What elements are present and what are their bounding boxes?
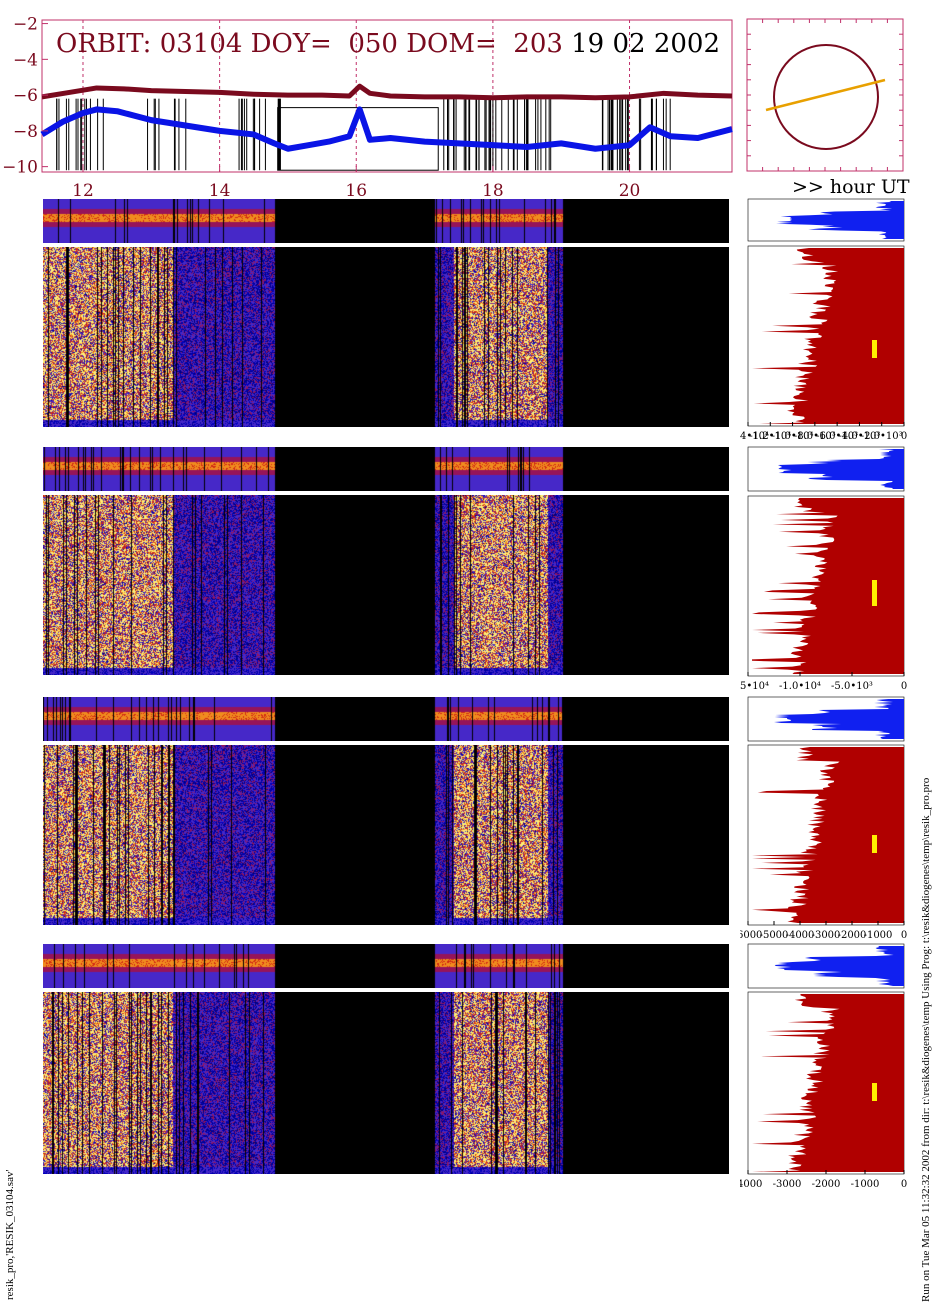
hist-tick-label: -2.0•10³ xyxy=(861,431,903,442)
spectrogram-strip xyxy=(43,447,729,491)
x-tick-label: 12 xyxy=(72,181,94,200)
hist-tick-label: -1.0•10⁴ xyxy=(772,431,814,442)
orbit-track xyxy=(765,78,886,112)
x-tick-label: 20 xyxy=(619,181,641,200)
x-tick-label: 18 xyxy=(482,181,504,200)
spectrogram-main xyxy=(43,247,729,427)
hist-tick-label: -1.2•10⁴ xyxy=(749,431,791,442)
series-line-blue xyxy=(40,106,733,152)
hour-ut-caption: >> hour UT xyxy=(792,176,910,198)
hist-tick-label: -4000 xyxy=(786,930,815,941)
spectrogram-strip xyxy=(43,199,729,243)
spectrogram-main xyxy=(43,495,729,675)
hist-tick-label: -3000 xyxy=(773,1179,802,1190)
x-tick-label: 14 xyxy=(209,181,231,200)
y-tick-label: −10 xyxy=(2,158,38,178)
hist-tick-label: -1.5•10⁴ xyxy=(740,681,769,692)
hist-tick-label: -6000 xyxy=(740,930,762,941)
date-label: 19 02 2002 xyxy=(571,29,720,59)
range-marker xyxy=(872,580,877,606)
x-tick-label: 16 xyxy=(345,181,367,200)
hist-tick-label: -2000 xyxy=(838,930,867,941)
hist-tick-label: -4.0•10³ xyxy=(838,431,880,442)
spectrogram-main xyxy=(43,745,729,925)
right-run-note: Run on Tue Mar 05 11:32:32 2002 from dir… xyxy=(920,777,932,1302)
blue-histogram xyxy=(777,449,904,489)
blue-histogram xyxy=(774,699,904,739)
orbit-label: ORBIT: 03104 DOY= 050 DOM= 203 xyxy=(56,29,563,59)
hist-tick-label: -1.4•10⁴ xyxy=(740,431,769,442)
y-tick-label: −6 xyxy=(13,86,38,106)
hist-tick-label: 0 xyxy=(901,1179,907,1190)
red-histogram xyxy=(752,248,904,424)
y-tick-label: −4 xyxy=(13,50,38,70)
hist-tick-label: -3000 xyxy=(812,930,841,941)
hist-tick-label: 0 xyxy=(901,681,907,692)
spectrogram-strip xyxy=(43,697,729,741)
spectrogram-strip xyxy=(43,944,729,988)
hist-tick-label: -1000 xyxy=(851,1179,880,1190)
range-marker xyxy=(872,340,877,358)
hist-tick-label: -5.0•10³ xyxy=(831,681,873,692)
hist-tick-label: -4000 xyxy=(740,1179,762,1190)
orbit-circle xyxy=(773,44,879,150)
y-tick-label: −2 xyxy=(13,15,38,35)
hist-tick-label: -6.0•10³ xyxy=(816,431,858,442)
hist-tick-label: -1000 xyxy=(864,930,893,941)
hist-tick-label: 0 xyxy=(901,930,907,941)
y-tick-label: −8 xyxy=(13,122,38,142)
hist-tick-label: 0 xyxy=(901,431,907,442)
blue-histogram xyxy=(776,201,904,239)
histogram-panels: -1.4•10⁴-1.2•10⁴-1.0•10⁴-8.0•10³-6.0•10³… xyxy=(740,198,907,1190)
hist-tick-label: -1.0•10⁴ xyxy=(779,681,821,692)
hist-tick-label: -2000 xyxy=(812,1179,841,1190)
red-histogram xyxy=(752,994,904,1172)
left-file-note: resik_pro,'RESIK_03104.sav' xyxy=(4,1169,16,1300)
red-histogram xyxy=(752,498,904,674)
blue-histogram xyxy=(774,946,904,986)
range-marker xyxy=(872,1083,877,1101)
spectrogram-main xyxy=(43,992,729,1174)
hist-tick-label: -8.0•10³ xyxy=(794,431,836,442)
series-line-darkred xyxy=(41,83,733,101)
range-marker xyxy=(872,835,877,853)
hist-tick-label: -5000 xyxy=(760,930,789,941)
orbit-plot xyxy=(746,18,904,172)
red-histogram xyxy=(752,747,904,923)
top-timeseries-plot: −10 −8 −6 −4 −2 12 14 16 18 20 ORBIT: 03104 DOY=… xyxy=(2,15,733,200)
